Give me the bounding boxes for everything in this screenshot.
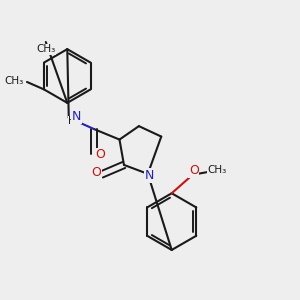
Text: N: N bbox=[144, 169, 154, 182]
Text: O: O bbox=[91, 166, 101, 178]
Text: CH₃: CH₃ bbox=[36, 44, 56, 55]
Text: N: N bbox=[71, 110, 81, 123]
Text: CH₃: CH₃ bbox=[208, 165, 227, 175]
Text: O: O bbox=[95, 148, 105, 161]
Text: H: H bbox=[68, 116, 76, 126]
Text: CH₃: CH₃ bbox=[4, 76, 23, 86]
Text: O: O bbox=[189, 164, 199, 177]
